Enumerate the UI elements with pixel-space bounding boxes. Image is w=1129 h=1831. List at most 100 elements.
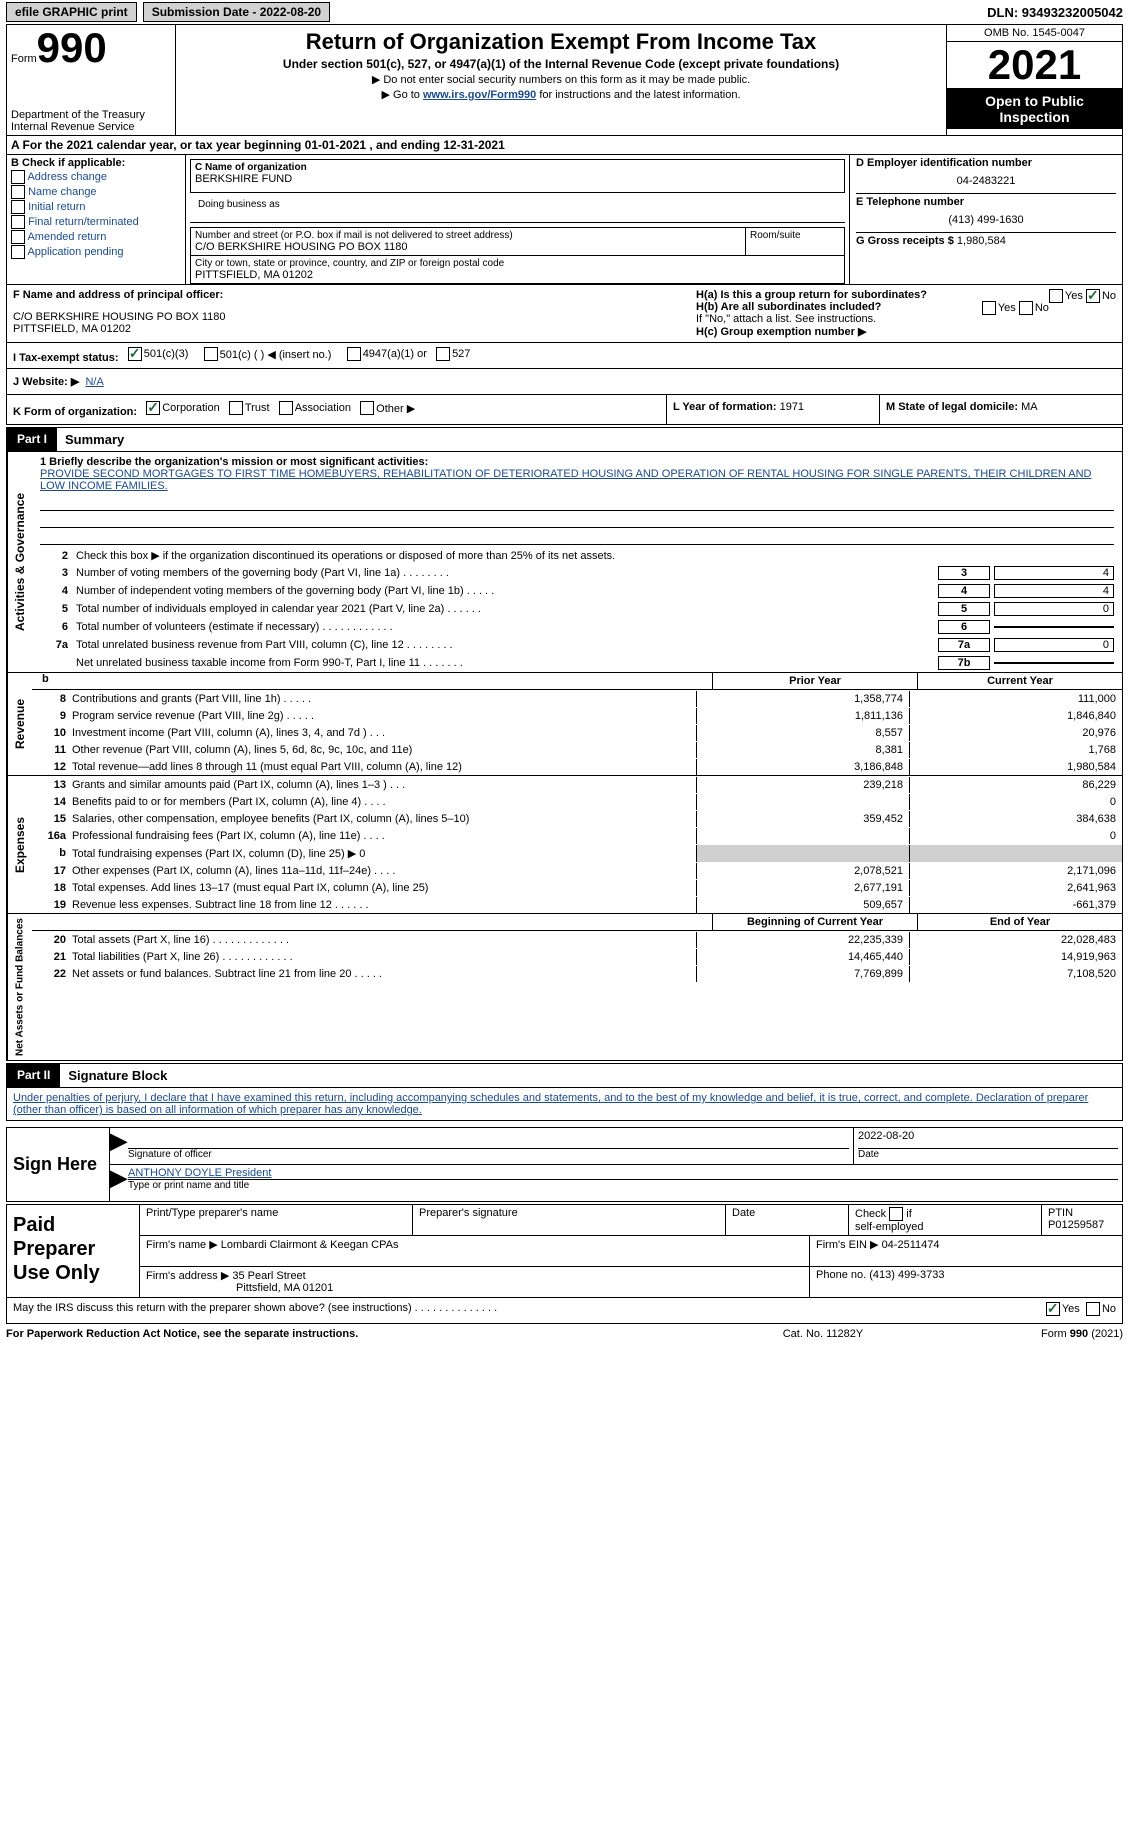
fin-row: 20Total assets (Part X, line 16) . . . .… bbox=[32, 931, 1122, 948]
note-link: ▶ Go to www.irs.gov/Form990 for instruct… bbox=[180, 88, 942, 101]
form-number: 990 bbox=[37, 24, 107, 71]
fin-row: 15Salaries, other compensation, employee… bbox=[32, 810, 1122, 827]
fin-row: 17Other expenses (Part IX, column (A), l… bbox=[32, 862, 1122, 879]
org-name-box: C Name of organization BERKSHIRE FUND bbox=[190, 159, 845, 193]
top-bar: efile GRAPHIC print Submission Date - 20… bbox=[6, 2, 1123, 22]
hb-yes[interactable]: Yes bbox=[982, 301, 1016, 315]
section-d: D Employer identification number 04-2483… bbox=[849, 155, 1122, 284]
dept-label: Department of the Treasury Internal Reve… bbox=[11, 109, 171, 133]
summary-line: 4Number of independent voting members of… bbox=[32, 582, 1122, 600]
open-to-public-label: Open to Public Inspection bbox=[947, 89, 1122, 129]
mission-text: PROVIDE SECOND MORTGAGES TO FIRST TIME H… bbox=[40, 468, 1091, 492]
fin-row: 22Net assets or fund balances. Subtract … bbox=[32, 965, 1122, 982]
check-app-pending[interactable]: Application pending bbox=[11, 245, 181, 259]
discuss-no[interactable]: No bbox=[1086, 1302, 1116, 1316]
signature-label: Signature of officer bbox=[128, 1149, 849, 1160]
status-501c3[interactable]: 501(c)(3) bbox=[128, 347, 189, 361]
form-word: Form bbox=[11, 53, 37, 65]
line1-label: 1 Briefly describe the organization's mi… bbox=[40, 456, 428, 468]
officer-line1: C/O BERKSHIRE HOUSING PO BOX 1180 bbox=[13, 311, 684, 323]
org-name-value: BERKSHIRE FUND bbox=[195, 173, 840, 185]
section-b-label: B Check if applicable: bbox=[11, 157, 181, 169]
ha-yes[interactable]: Yes bbox=[1049, 289, 1083, 303]
sign-here-block: Sign Here ▶ Signature of officer 2022-08… bbox=[6, 1127, 1123, 1202]
vtab-expenses: Expenses bbox=[7, 776, 32, 913]
dba-label: Doing business as bbox=[198, 199, 837, 210]
arrow-icon: ▶ bbox=[110, 1165, 124, 1201]
arrow-icon: ▶ bbox=[110, 1128, 124, 1164]
vtab-net-assets: Net Assets or Fund Balances bbox=[7, 914, 32, 1060]
fin-row: 13Grants and similar amounts paid (Part … bbox=[32, 776, 1122, 793]
instructions-link[interactable]: www.irs.gov/Form990 bbox=[423, 89, 536, 101]
ein-value: 04-2483221 bbox=[856, 175, 1116, 187]
fin-row: 16aProfessional fundraising fees (Part I… bbox=[32, 827, 1122, 844]
ha-no[interactable]: No bbox=[1086, 289, 1116, 303]
check-name-change[interactable]: Name change bbox=[11, 185, 181, 199]
fin-row: 19Revenue less expenses. Subtract line 1… bbox=[32, 896, 1122, 913]
part-1-header: Part I Summary bbox=[6, 427, 1123, 452]
website-value: N/A bbox=[85, 376, 103, 388]
hb-no[interactable]: No bbox=[1019, 301, 1049, 315]
officer-name-value: ANTHONY DOYLE President bbox=[128, 1167, 1118, 1180]
vtab-activities-governance: Activities & Governance bbox=[7, 452, 32, 672]
check-final-return[interactable]: Final return/terminated bbox=[11, 215, 181, 229]
suite-label: Room/suite bbox=[750, 230, 840, 241]
form-header: Form990 Department of the Treasury Inter… bbox=[6, 24, 1123, 136]
section-f-label: F Name and address of principal officer: bbox=[13, 289, 223, 301]
vtab-revenue: Revenue bbox=[7, 673, 32, 775]
telephone-value: (413) 499-1630 bbox=[856, 214, 1116, 226]
status-527[interactable]: 527 bbox=[436, 347, 470, 361]
ptin-value: P01259587 bbox=[1048, 1219, 1116, 1231]
date-label: Date bbox=[858, 1149, 1118, 1160]
fin-row: 18Total expenses. Add lines 13–17 (must … bbox=[32, 879, 1122, 896]
discuss-row: May the IRS discuss this return with the… bbox=[6, 1298, 1123, 1324]
form-subtitle: Under section 501(c), 527, or 4947(a)(1)… bbox=[180, 57, 942, 71]
check-address-change[interactable]: Address change bbox=[11, 170, 181, 184]
status-4947[interactable]: 4947(a)(1) or bbox=[347, 347, 427, 361]
omb-number: OMB No. 1545-0047 bbox=[947, 25, 1122, 42]
firm-phone-value: (413) 499-3733 bbox=[869, 1269, 944, 1281]
check-amended-return[interactable]: Amended return bbox=[11, 230, 181, 244]
discuss-yes[interactable]: Yes bbox=[1046, 1302, 1080, 1316]
submission-date-button[interactable]: Submission Date - 2022-08-20 bbox=[143, 2, 330, 22]
fin-row: 21Total liabilities (Part X, line 26) . … bbox=[32, 948, 1122, 965]
check-initial-return[interactable]: Initial return bbox=[11, 200, 181, 214]
org-association[interactable]: Association bbox=[279, 401, 351, 415]
org-other[interactable]: Other ▶ bbox=[360, 401, 415, 415]
section-b: B Check if applicable: Address change Na… bbox=[7, 155, 185, 284]
status-501c[interactable]: 501(c) ( ) ◀ (insert no.) bbox=[204, 347, 332, 361]
self-employed-check[interactable] bbox=[889, 1207, 903, 1221]
summary-line: 7aTotal unrelated business revenue from … bbox=[32, 636, 1122, 654]
fin-row: 9Program service revenue (Part VIII, lin… bbox=[32, 707, 1122, 724]
row-a-calendar-year: A For the 2021 calendar year, or tax yea… bbox=[6, 136, 1123, 155]
summary-line: 3Number of voting members of the governi… bbox=[32, 564, 1122, 582]
form-title: Return of Organization Exempt From Incom… bbox=[180, 29, 942, 55]
line-2: 2 Check this box ▶ if the organization d… bbox=[32, 547, 1122, 564]
firm-addr-value1: 35 Pearl Street bbox=[232, 1270, 305, 1282]
org-corporation[interactable]: Corporation bbox=[146, 401, 219, 415]
tax-year: 2021 bbox=[947, 42, 1122, 89]
part-2-header: Part II Signature Block bbox=[6, 1063, 1123, 1088]
footer-row: For Paperwork Reduction Act Notice, see … bbox=[6, 1328, 1123, 1340]
state-domicile: M State of legal domicile: MA bbox=[879, 395, 1122, 424]
summary-line: 6Total number of volunteers (estimate if… bbox=[32, 618, 1122, 636]
hb-note: If "No," attach a list. See instructions… bbox=[696, 313, 1116, 325]
city-value: PITTSFIELD, MA 01202 bbox=[195, 269, 840, 281]
declaration-text: Under penalties of perjury, I declare th… bbox=[13, 1092, 1116, 1116]
hc-label: H(c) Group exemption number ▶ bbox=[696, 326, 866, 338]
blank-line bbox=[40, 513, 1114, 528]
officer-name-label: Type or print name and title bbox=[128, 1180, 1118, 1191]
paid-preparer-block: Paid Preparer Use Only Print/Type prepar… bbox=[6, 1204, 1123, 1298]
efile-print-button[interactable]: efile GRAPHIC print bbox=[6, 2, 137, 22]
fin-row: 12Total revenue—add lines 8 through 11 (… bbox=[32, 758, 1122, 775]
firm-ein-value: 04-2511474 bbox=[882, 1239, 940, 1251]
fin-row: 8Contributions and grants (Part VIII, li… bbox=[32, 690, 1122, 707]
firm-addr-value2: Pittsfield, MA 01201 bbox=[236, 1282, 333, 1294]
blank-line bbox=[40, 496, 1114, 511]
gross-receipts: G Gross receipts $ 1,980,584 bbox=[856, 232, 1116, 247]
row-i-tax-exempt: I Tax-exempt status: 501(c)(3) 501(c) ( … bbox=[7, 343, 1122, 368]
org-trust[interactable]: Trust bbox=[229, 401, 270, 415]
officer-line2: PITTSFIELD, MA 01202 bbox=[13, 323, 684, 335]
fin-row: 10Investment income (Part VIII, column (… bbox=[32, 724, 1122, 741]
note-ssn: Do not enter social security numbers on … bbox=[180, 73, 942, 86]
